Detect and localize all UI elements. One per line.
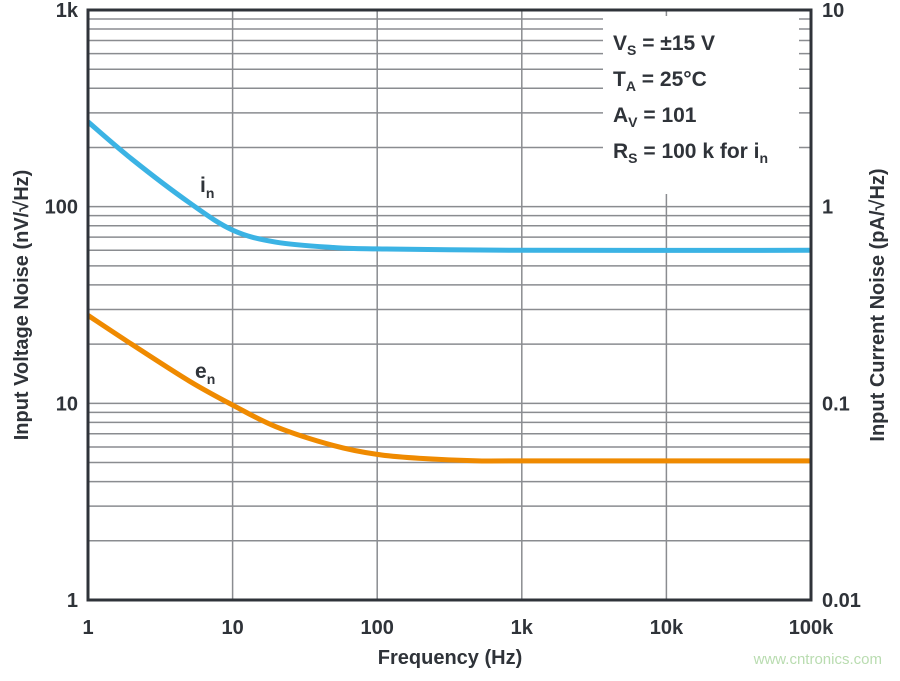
conditions-background bbox=[603, 16, 799, 194]
conditions-box: VS = ±15 V TA = 25°C AV = 101 RS = 100 k fo… bbox=[603, 16, 799, 194]
x-axis-label: Frequency (Hz) bbox=[378, 647, 522, 669]
y-tick-label-left: 1 bbox=[67, 590, 78, 612]
x-tick-label: 10k bbox=[650, 617, 684, 639]
series-line-in bbox=[86, 119, 812, 253]
series-label-in: in bbox=[200, 174, 214, 201]
condition-text: VS = ±15 V bbox=[613, 32, 715, 58]
y-tick-label-right: 10 bbox=[822, 0, 844, 22]
tick-labels: 1 10 100 1k 10k 100k 1 10 100 1k 0.01 0.1 1 10 bbox=[45, 0, 861, 639]
condition-text: RS = 100 k for in bbox=[613, 140, 768, 166]
curves: in en bbox=[86, 119, 812, 464]
x-tick-label: 100k bbox=[789, 617, 834, 639]
watermark: www.cntronics.com bbox=[753, 651, 882, 668]
series-label-en: en bbox=[195, 360, 215, 387]
y-axis-label-left: Input Voltage Noise (nV/√Hz) bbox=[11, 170, 33, 441]
y-tick-label-left: 1k bbox=[56, 0, 79, 22]
y-tick-label-left: 10 bbox=[56, 393, 78, 415]
x-tick-label: 1 bbox=[82, 617, 93, 639]
y-axis-label-right: Input Current Noise (pA/√Hz) bbox=[867, 168, 889, 441]
y-tick-label-left: 100 bbox=[45, 197, 78, 219]
condition-text: AV = 101 bbox=[613, 104, 697, 130]
y-tick-label-right: 0.01 bbox=[822, 590, 861, 612]
y-tick-label-right: 1 bbox=[822, 197, 833, 219]
condition-text: TA = 25°C bbox=[613, 68, 707, 94]
y-tick-label-right: 0.1 bbox=[822, 393, 850, 415]
series-line-en bbox=[86, 313, 811, 464]
x-tick-label: 1k bbox=[511, 617, 534, 639]
x-tick-label: 100 bbox=[361, 617, 394, 639]
x-tick-label: 10 bbox=[221, 617, 243, 639]
plot-frame bbox=[86, 8, 813, 602]
